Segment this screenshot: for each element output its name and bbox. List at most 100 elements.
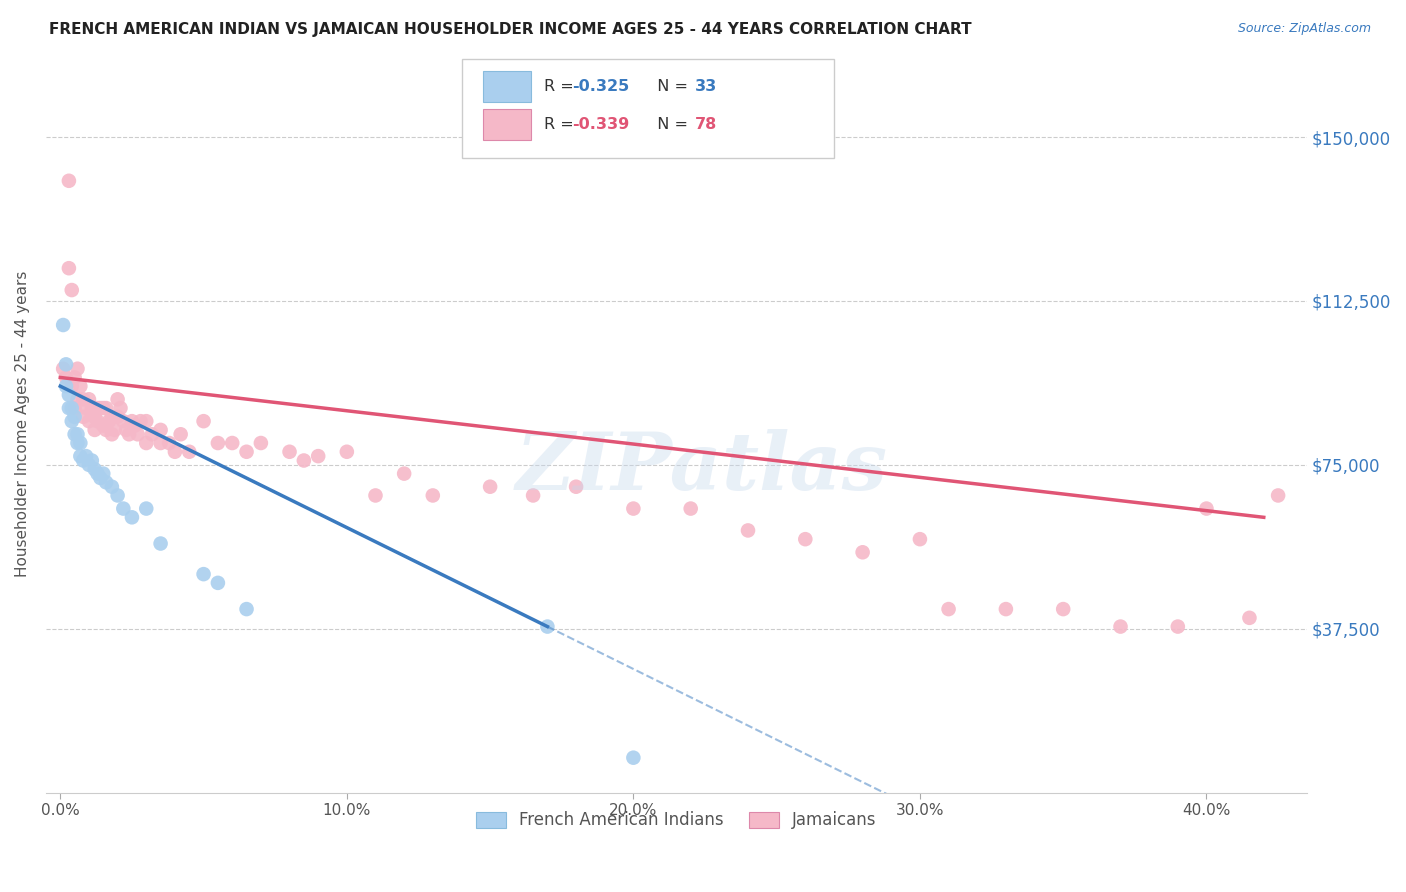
Point bbox=[83, 423, 105, 437]
Point bbox=[89, 471, 111, 485]
Point bbox=[107, 488, 129, 502]
Point bbox=[278, 444, 301, 458]
Point bbox=[392, 467, 415, 481]
Text: 78: 78 bbox=[696, 118, 717, 132]
Point bbox=[112, 414, 135, 428]
Point bbox=[115, 423, 138, 437]
Point bbox=[135, 501, 157, 516]
Point bbox=[135, 414, 157, 428]
Point bbox=[101, 409, 124, 424]
Point bbox=[221, 436, 243, 450]
Text: R =: R = bbox=[544, 79, 579, 95]
Point bbox=[536, 619, 558, 633]
Point bbox=[86, 414, 108, 428]
Point bbox=[737, 524, 759, 538]
Point bbox=[235, 444, 257, 458]
Point bbox=[72, 453, 94, 467]
Point bbox=[60, 379, 83, 393]
Point bbox=[72, 409, 94, 424]
Point bbox=[135, 436, 157, 450]
Point bbox=[69, 379, 91, 393]
Point bbox=[60, 283, 83, 297]
Point bbox=[55, 357, 77, 371]
Point bbox=[852, 545, 875, 559]
Point bbox=[58, 401, 80, 415]
Point bbox=[1195, 501, 1218, 516]
Point bbox=[86, 401, 108, 415]
Point bbox=[479, 480, 502, 494]
Point bbox=[994, 602, 1017, 616]
Point bbox=[94, 401, 117, 415]
Point bbox=[1167, 619, 1189, 633]
FancyBboxPatch shape bbox=[484, 110, 531, 140]
Point bbox=[679, 501, 702, 516]
Point bbox=[1267, 488, 1289, 502]
Point bbox=[141, 427, 163, 442]
Point bbox=[89, 401, 111, 415]
Point bbox=[66, 427, 89, 442]
Point bbox=[307, 449, 329, 463]
Point bbox=[149, 423, 172, 437]
Point bbox=[80, 453, 103, 467]
Point bbox=[110, 401, 132, 415]
Point bbox=[83, 462, 105, 476]
Point bbox=[101, 480, 124, 494]
Point bbox=[250, 436, 273, 450]
Point bbox=[94, 423, 117, 437]
Point bbox=[66, 436, 89, 450]
Point bbox=[149, 536, 172, 550]
Text: 33: 33 bbox=[696, 79, 717, 95]
Point bbox=[179, 444, 201, 458]
Point bbox=[60, 401, 83, 415]
Point bbox=[55, 379, 77, 393]
Point bbox=[66, 392, 89, 407]
Point bbox=[1239, 611, 1261, 625]
Point bbox=[107, 409, 129, 424]
Point bbox=[908, 532, 931, 546]
Point bbox=[77, 458, 100, 472]
Point bbox=[77, 392, 100, 407]
Point bbox=[124, 418, 146, 433]
Point bbox=[118, 427, 141, 442]
Point bbox=[91, 401, 114, 415]
Point bbox=[121, 414, 143, 428]
Point bbox=[292, 453, 315, 467]
Point bbox=[794, 532, 817, 546]
Point bbox=[127, 427, 149, 442]
Y-axis label: Householder Income Ages 25 - 44 years: Householder Income Ages 25 - 44 years bbox=[15, 270, 30, 577]
Point bbox=[58, 261, 80, 276]
Point bbox=[193, 414, 215, 428]
Text: N =: N = bbox=[647, 118, 693, 132]
Point bbox=[107, 392, 129, 407]
Text: Source: ZipAtlas.com: Source: ZipAtlas.com bbox=[1237, 22, 1371, 36]
Point bbox=[72, 392, 94, 407]
Point bbox=[98, 414, 121, 428]
Point bbox=[207, 436, 229, 450]
Point bbox=[621, 750, 644, 764]
Point bbox=[86, 467, 108, 481]
Point bbox=[336, 444, 359, 458]
Point bbox=[121, 510, 143, 524]
Point bbox=[104, 423, 127, 437]
Point bbox=[422, 488, 444, 502]
Point bbox=[55, 370, 77, 384]
Point bbox=[101, 427, 124, 442]
Point bbox=[66, 361, 89, 376]
Text: FRENCH AMERICAN INDIAN VS JAMAICAN HOUSEHOLDER INCOME AGES 25 - 44 YEARS CORRELA: FRENCH AMERICAN INDIAN VS JAMAICAN HOUSE… bbox=[49, 22, 972, 37]
Point bbox=[364, 488, 387, 502]
Text: -0.339: -0.339 bbox=[572, 118, 628, 132]
FancyBboxPatch shape bbox=[463, 59, 834, 159]
Point bbox=[58, 388, 80, 402]
Point bbox=[77, 414, 100, 428]
Point bbox=[169, 427, 191, 442]
Text: N =: N = bbox=[647, 79, 693, 95]
Point bbox=[69, 436, 91, 450]
Point bbox=[163, 444, 186, 458]
Point bbox=[69, 449, 91, 463]
Point bbox=[58, 174, 80, 188]
Point bbox=[621, 501, 644, 516]
Point bbox=[94, 475, 117, 490]
Point bbox=[91, 467, 114, 481]
Text: R =: R = bbox=[544, 118, 579, 132]
Point bbox=[75, 401, 97, 415]
